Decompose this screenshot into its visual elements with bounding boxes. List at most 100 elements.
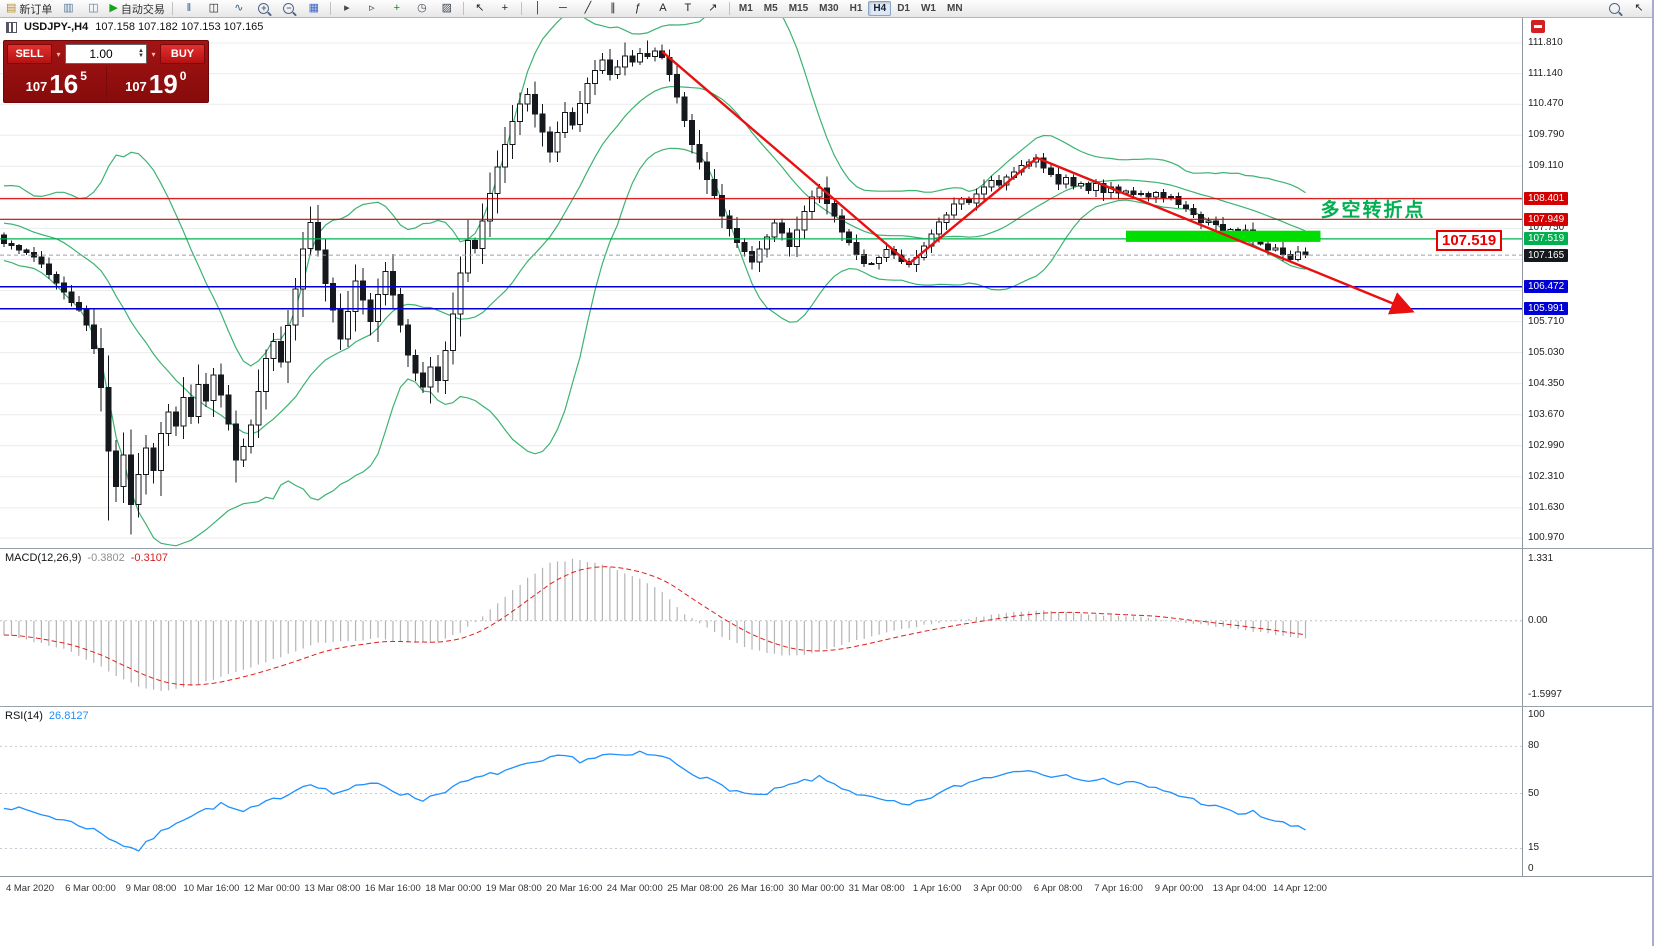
trendlines[interactable] [661, 50, 1415, 315]
timeframe-h4[interactable]: H4 [868, 1, 892, 16]
macd-scale[interactable]: 1.331 0.00 -1.5997 [1522, 549, 1654, 706]
chart-window-icon-icon: ◫ [88, 2, 99, 14]
macd-panel: MACD(12,26,9) -0.3802 -0.3107 1.331 0.00 -… [0, 548, 1654, 706]
price-chart-area[interactable]: USDJPY-,H4 107.158 107.182 107.153 107.1… [0, 18, 1522, 548]
timeframe-h1[interactable]: H1 [849, 3, 863, 14]
horizontal-line-icon-icon: ─ [558, 2, 567, 14]
alert-icon[interactable] [1531, 20, 1545, 33]
time-axis[interactable]: 4 Mar 2020 6 Mar 00:00 9 Mar 08:00 10 Mar 1… [0, 876, 1654, 946]
indicators-icon[interactable]: + [385, 1, 409, 17]
candlestick-chart-icon-icon: ◫ [208, 2, 220, 14]
time-label: 24 Mar 00:00 [606, 883, 663, 894]
time-label: 1 Apr 16:00 [912, 883, 962, 894]
turning-point-annotation: 多空转折点 [1320, 200, 1426, 222]
window-pointer-icon-icon: ↖ [1634, 2, 1644, 14]
price-chart-canvas[interactable] [0, 18, 1522, 548]
chart-shift-icon[interactable]: ▹ [360, 1, 384, 17]
fibonacci-icon-icon: ƒ [634, 2, 641, 14]
price-tick: 104.350 [1528, 377, 1565, 389]
text-icon[interactable]: A [651, 1, 675, 17]
time-label: 9 Mar 08:00 [125, 883, 177, 894]
bar-chart-icon[interactable]: ‖ [177, 1, 201, 17]
arrow-objects-icon[interactable]: ↗ [701, 1, 725, 17]
one-click-trading-panel: SELL ▾ ▲▼ ▾ BUY 107 16 5 [3, 40, 209, 103]
price-tick: 110.470 [1528, 98, 1564, 110]
toolbar-separator [728, 2, 730, 15]
toolbar: ▤ 新订单 ▥ ◫ ▶ 自动交易 ‖ ◫ ∿ + − ▦ ▸ ▹ + ◷ ▨ ↖ + │ ─ ╱ ∥ ƒ A T ↗ M1 M5 M15 M… [0, 0, 1654, 18]
highlight-rectangle[interactable] [1126, 230, 1321, 242]
window-right-edge [1652, 0, 1654, 946]
rsi-scale[interactable]: 100 80 50 15 0 [1522, 707, 1654, 876]
chart-window-icon[interactable]: ◫ [81, 1, 105, 17]
timeframe-d1[interactable]: D1 [897, 3, 910, 14]
buy-options-caret-icon[interactable]: ▾ [151, 49, 156, 59]
price-scale[interactable]: 111.810 111.140 110.470 109.790 109.110 108.4… [1522, 18, 1654, 548]
fibonacci-icon[interactable]: ƒ [626, 1, 650, 17]
window-pointer-icon[interactable]: ↖ [1627, 1, 1651, 17]
spinner-up-icon[interactable]: ▲ [138, 48, 144, 54]
volume-input[interactable] [66, 47, 137, 61]
candlestick-chart-icon[interactable]: ◫ [202, 1, 226, 17]
bid-price[interactable]: 107 16 5 [7, 66, 106, 99]
horizontal-line-icon[interactable]: ─ [551, 1, 575, 17]
timeframe-m5[interactable]: M5 [763, 3, 778, 14]
rsi-label-row: RSI(14) 26.8127 [5, 710, 89, 722]
autotrading-icon: ▶ [109, 2, 118, 14]
bid-ask-prices: 107 16 5 107 19 0 [7, 66, 205, 99]
trendline-icon[interactable]: ╱ [576, 1, 600, 17]
chart-icon [6, 21, 17, 33]
ask-price[interactable]: 107 19 0 [105, 66, 206, 99]
cursor-icon-icon: ↖ [475, 2, 485, 14]
templates-icon[interactable]: ▨ [435, 1, 459, 17]
market-watch-icon-icon: ▥ [63, 2, 74, 14]
search-icon [1608, 3, 1620, 14]
timeframe-m1[interactable]: M1 [738, 3, 753, 14]
sell-button[interactable]: SELL [7, 44, 52, 64]
macd-chart-area[interactable]: MACD(12,26,9) -0.3802 -0.3107 [0, 549, 1522, 706]
horizontal-level-lines[interactable] [0, 198, 1522, 310]
crosshair-icon[interactable]: + [493, 1, 517, 17]
tile-windows-icon[interactable]: ▦ [302, 1, 326, 17]
autotrading-button[interactable]: ▶ 自动交易 [106, 1, 167, 17]
time-label: 9 Apr 00:00 [1154, 883, 1204, 894]
toolbar-separator [462, 2, 464, 15]
cursor-icon[interactable]: ↖ [468, 1, 492, 17]
timeframe-m30[interactable]: M30 [819, 3, 839, 14]
timeframe-m15[interactable]: M15 [788, 3, 809, 14]
price-tick: 103.670 [1528, 408, 1565, 420]
new-order-button[interactable]: ▤ 新订单 [3, 1, 55, 17]
zoom-in-button[interactable]: + [252, 1, 276, 17]
time-label: 6 Mar 00:00 [65, 883, 116, 894]
volume-spinner[interactable]: ▲ ▼ [136, 48, 146, 59]
time-label: 13 Apr 04:00 [1212, 883, 1267, 894]
text-label-icon[interactable]: T [676, 1, 700, 17]
spinner-down-icon[interactable]: ▼ [138, 53, 144, 59]
rsi-value: 26.8127 [48, 710, 89, 722]
search-button[interactable] [1602, 1, 1626, 17]
rsi-chart-area[interactable]: RSI(14) 26.8127 [0, 707, 1522, 876]
line-chart-icon[interactable]: ∿ [227, 1, 251, 17]
rsi-tick: 15 [1528, 842, 1540, 854]
trade-panel-controls: SELL ▾ ▲▼ ▾ BUY [7, 44, 205, 64]
periods-icon[interactable]: ◷ [410, 1, 434, 17]
ask-pips: 19 [148, 69, 178, 99]
text-icon-icon: A [659, 2, 667, 14]
equidistant-channel-icon[interactable]: ∥ [601, 1, 625, 17]
sell-options-caret-icon[interactable]: ▾ [56, 49, 61, 59]
timeframe-w1[interactable]: W1 [920, 3, 936, 14]
macd-label: MACD(12,26,9) [5, 552, 82, 564]
line-chart-icon-icon: ∿ [234, 2, 244, 14]
price-tick: 107.750 [1528, 222, 1565, 234]
vertical-line-icon[interactable]: │ [526, 1, 550, 17]
zoom-out-button[interactable]: − [277, 1, 301, 17]
price-tick: 102.310 [1528, 470, 1565, 482]
bid-pipette: 5 [80, 69, 87, 83]
auto-scroll-icon[interactable]: ▸ [335, 1, 359, 17]
buy-button[interactable]: BUY [160, 44, 205, 64]
market-watch-icon[interactable]: ▥ [56, 1, 80, 17]
zoom-out-icon: − [283, 3, 295, 14]
timeframe-mn[interactable]: MN [946, 3, 963, 14]
rsi-line [3, 750, 1306, 852]
toolbar-separator [520, 2, 522, 15]
